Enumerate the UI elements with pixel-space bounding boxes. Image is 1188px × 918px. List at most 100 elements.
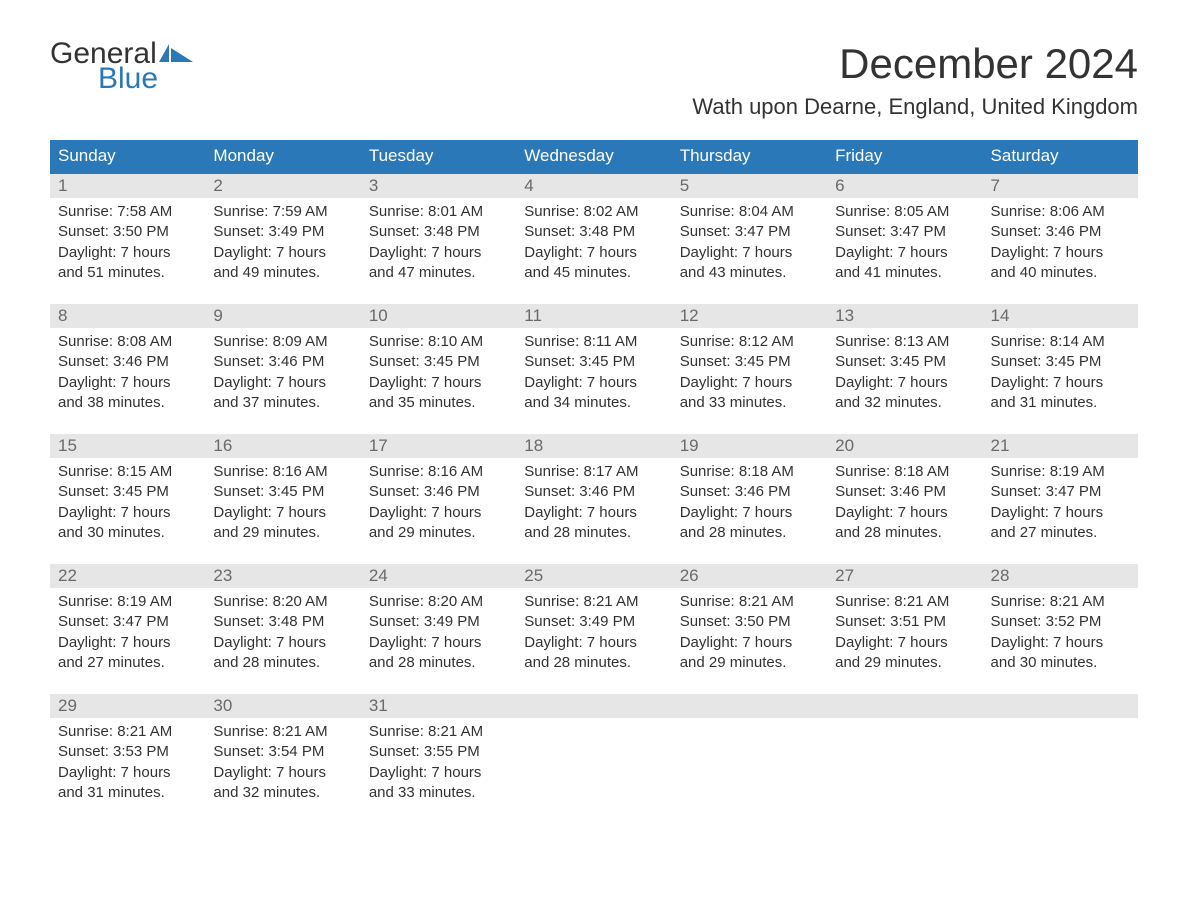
sunrise-text: Sunrise: 8:04 AM xyxy=(680,202,819,222)
daylight-text-2: and 32 minutes. xyxy=(213,783,352,803)
day-number: 1 xyxy=(50,174,205,198)
day-details: Sunrise: 8:19 AMSunset: 3:47 PMDaylight:… xyxy=(50,588,205,677)
daylight-text-1: Daylight: 7 hours xyxy=(58,633,197,653)
daylight-text-2: and 31 minutes. xyxy=(991,393,1130,413)
day-number: 8 xyxy=(50,304,205,328)
day-header: Thursday xyxy=(672,140,827,173)
daylight-text-2: and 28 minutes. xyxy=(524,523,663,543)
daylight-text-2: and 41 minutes. xyxy=(835,263,974,283)
sunrise-text: Sunrise: 7:58 AM xyxy=(58,202,197,222)
day-details: Sunrise: 8:21 AMSunset: 3:55 PMDaylight:… xyxy=(361,718,516,807)
day-cell: 29Sunrise: 8:21 AMSunset: 3:53 PMDayligh… xyxy=(50,692,205,822)
sunset-text: Sunset: 3:46 PM xyxy=(213,352,352,372)
day-cell: 16Sunrise: 8:16 AMSunset: 3:45 PMDayligh… xyxy=(205,432,360,562)
daylight-text-2: and 29 minutes. xyxy=(213,523,352,543)
day-cell: 18Sunrise: 8:17 AMSunset: 3:46 PMDayligh… xyxy=(516,432,671,562)
daylight-text-1: Daylight: 7 hours xyxy=(991,503,1130,523)
day-cell: 21Sunrise: 8:19 AMSunset: 3:47 PMDayligh… xyxy=(983,432,1138,562)
daylight-text-1: Daylight: 7 hours xyxy=(524,633,663,653)
day-details: Sunrise: 8:10 AMSunset: 3:45 PMDaylight:… xyxy=(361,328,516,417)
day-number: 4 xyxy=(516,174,671,198)
sunrise-text: Sunrise: 8:21 AM xyxy=(369,722,508,742)
daylight-text-2: and 29 minutes. xyxy=(835,653,974,673)
daylight-text-1: Daylight: 7 hours xyxy=(991,633,1130,653)
day-number: 7 xyxy=(983,174,1138,198)
day-cell: 30Sunrise: 8:21 AMSunset: 3:54 PMDayligh… xyxy=(205,692,360,822)
week-row: 1 Sunrise: 7:58 AMSunset: 3:50 PM Daylight… xyxy=(50,173,1138,302)
sunrise-text: Sunrise: 8:21 AM xyxy=(835,592,974,612)
day-number: 25 xyxy=(516,564,671,588)
daylight-text-2: and 49 minutes. xyxy=(213,263,352,283)
day-cell: 6Sunrise: 8:05 AMSunset: 3:47 PMDaylight… xyxy=(827,173,982,302)
sunset-text: Sunset: 3:45 PM xyxy=(369,352,508,372)
daylight-text-2: and 28 minutes. xyxy=(524,653,663,673)
day-cell: 23Sunrise: 8:20 AMSunset: 3:48 PMDayligh… xyxy=(205,562,360,692)
daylight-text-1: Daylight: 7 hours xyxy=(58,503,197,523)
day-cell: 24Sunrise: 8:20 AMSunset: 3:49 PMDayligh… xyxy=(361,562,516,692)
day-header: Saturday xyxy=(983,140,1138,173)
week-row: 15Sunrise: 8:15 AMSunset: 3:45 PMDayligh… xyxy=(50,432,1138,562)
page-header: General Blue December 2024 Wath upon Dea… xyxy=(50,40,1138,120)
day-number: 16 xyxy=(205,434,360,458)
day-number: 18 xyxy=(516,434,671,458)
daylight-text-1: Daylight: 7 hours xyxy=(835,243,974,263)
day-details: Sunrise: 8:18 AMSunset: 3:46 PMDaylight:… xyxy=(827,458,982,547)
sunrise-text: Sunrise: 8:21 AM xyxy=(58,722,197,742)
sunset-text: Sunset: 3:47 PM xyxy=(835,222,974,242)
daylight-text-2: and 28 minutes. xyxy=(213,653,352,673)
sunrise-text: Sunrise: 8:05 AM xyxy=(835,202,974,222)
day-number: 10 xyxy=(361,304,516,328)
daylight-text-1: Daylight: 7 hours xyxy=(369,633,508,653)
daylight-text-2: and 33 minutes. xyxy=(369,783,508,803)
day-cell: 3Sunrise: 8:01 AMSunset: 3:48 PMDaylight… xyxy=(361,173,516,302)
day-details: Sunrise: 8:02 AMSunset: 3:48 PMDaylight:… xyxy=(516,198,671,287)
day-cell: 7Sunrise: 8:06 AMSunset: 3:46 PMDaylight… xyxy=(983,173,1138,302)
sunset-text: Sunset: 3:46 PM xyxy=(58,352,197,372)
sunrise-text: Sunrise: 8:02 AM xyxy=(524,202,663,222)
daylight-text-2: and 28 minutes. xyxy=(680,523,819,543)
day-details: Sunrise: 7:59 AMSunset: 3:49 PMDaylight:… xyxy=(205,198,360,287)
day-cell xyxy=(672,692,827,822)
day-number-empty xyxy=(983,694,1138,718)
sunset-text: Sunset: 3:50 PM xyxy=(58,222,197,242)
daylight-text-1: Daylight: 7 hours xyxy=(213,243,352,263)
sunset-text: Sunset: 3:45 PM xyxy=(524,352,663,372)
sunrise-text: Sunrise: 8:09 AM xyxy=(213,332,352,352)
day-number: 27 xyxy=(827,564,982,588)
sunrise-text: Sunrise: 7:59 AM xyxy=(213,202,352,222)
day-details: Sunrise: 8:04 AMSunset: 3:47 PMDaylight:… xyxy=(672,198,827,287)
day-details: Sunrise: 8:01 AMSunset: 3:48 PMDaylight:… xyxy=(361,198,516,287)
day-cell: 25Sunrise: 8:21 AMSunset: 3:49 PMDayligh… xyxy=(516,562,671,692)
day-number: 5 xyxy=(672,174,827,198)
day-cell: 13Sunrise: 8:13 AMSunset: 3:45 PMDayligh… xyxy=(827,302,982,432)
title-block: December 2024 Wath upon Dearne, England,… xyxy=(692,40,1138,120)
sunrise-text: Sunrise: 8:17 AM xyxy=(524,462,663,482)
day-details: Sunrise: 8:21 AMSunset: 3:52 PMDaylight:… xyxy=(983,588,1138,677)
daylight-text-1: Daylight: 7 hours xyxy=(680,373,819,393)
daylight-text-1: Daylight: 7 hours xyxy=(524,503,663,523)
sunrise-text: Sunrise: 8:20 AM xyxy=(213,592,352,612)
daylight-text-1: Daylight: 7 hours xyxy=(991,243,1130,263)
daylight-text-1: Daylight: 7 hours xyxy=(680,633,819,653)
daylight-text-2: and 37 minutes. xyxy=(213,393,352,413)
logo: General Blue xyxy=(50,40,193,92)
week-row: 29Sunrise: 8:21 AMSunset: 3:53 PMDayligh… xyxy=(50,692,1138,822)
daylight-text-2: and 35 minutes. xyxy=(369,393,508,413)
sunrise-text: Sunrise: 8:12 AM xyxy=(680,332,819,352)
day-header: Monday xyxy=(205,140,360,173)
day-cell xyxy=(516,692,671,822)
day-header: Wednesday xyxy=(516,140,671,173)
day-number: 28 xyxy=(983,564,1138,588)
day-details: Sunrise: 8:06 AMSunset: 3:46 PMDaylight:… xyxy=(983,198,1138,287)
daylight-text-2: and 38 minutes. xyxy=(58,393,197,413)
day-cell: 10Sunrise: 8:10 AMSunset: 3:45 PMDayligh… xyxy=(361,302,516,432)
daylight-text-2: and 43 minutes. xyxy=(680,263,819,283)
day-number-empty xyxy=(672,694,827,718)
day-number: 15 xyxy=(50,434,205,458)
day-cell: 15Sunrise: 8:15 AMSunset: 3:45 PMDayligh… xyxy=(50,432,205,562)
day-cell: 19Sunrise: 8:18 AMSunset: 3:46 PMDayligh… xyxy=(672,432,827,562)
daylight-text-1: Daylight: 7 hours xyxy=(835,503,974,523)
sunrise-text: Sunrise: 8:21 AM xyxy=(991,592,1130,612)
daylight-text-2: and 32 minutes. xyxy=(835,393,974,413)
calendar-body: 1 Sunrise: 7:58 AMSunset: 3:50 PM Daylight… xyxy=(50,173,1138,822)
